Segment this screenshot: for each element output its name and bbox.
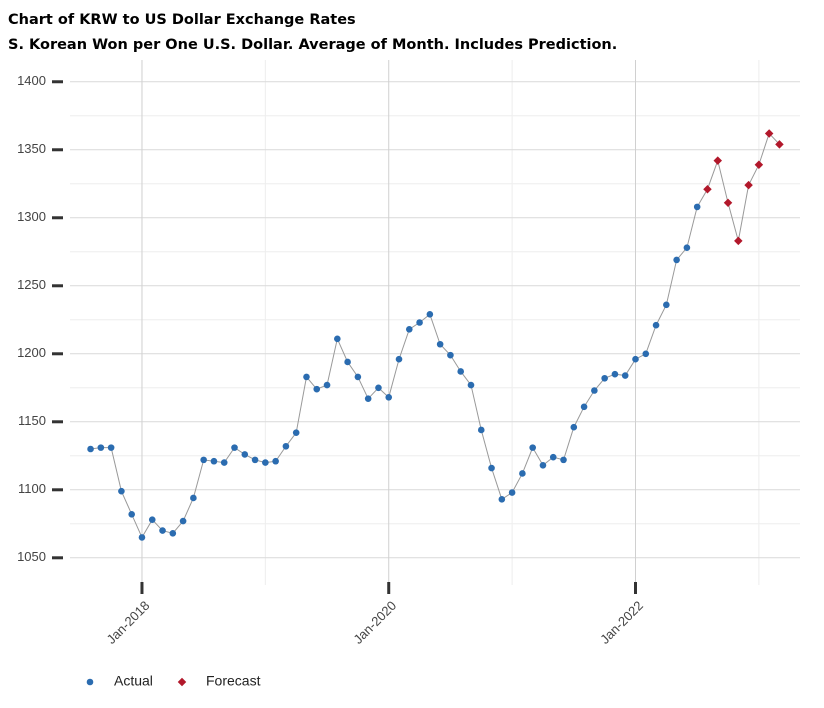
point	[179, 517, 187, 525]
point	[723, 198, 733, 208]
point	[447, 351, 454, 359]
chart-subtitle: S. Korean Won per One U.S. Dollar. Avera…	[8, 37, 617, 53]
point	[539, 462, 547, 469]
point	[375, 384, 382, 392]
point	[642, 350, 650, 358]
point	[313, 385, 321, 393]
point	[652, 321, 660, 329]
y-tick-label: 1050	[17, 549, 46, 564]
point	[210, 457, 218, 465]
point	[734, 236, 743, 246]
legend-label: Forecast	[206, 673, 261, 689]
series-line	[90, 206, 698, 539]
y-tick-label: 1100	[18, 481, 46, 496]
series-line	[706, 132, 780, 242]
point	[703, 184, 712, 194]
point	[498, 496, 506, 503]
point	[200, 456, 207, 464]
legend-swatch	[177, 677, 187, 687]
point	[148, 516, 156, 524]
point	[159, 527, 166, 534]
y-tick-label: 1150	[18, 413, 46, 428]
point	[601, 374, 608, 382]
x-tick-label: Jan-2022	[597, 598, 646, 647]
y-tick-label: 1200	[17, 345, 46, 360]
point	[262, 459, 269, 466]
y-tick-label: 1400	[17, 73, 46, 88]
point	[272, 457, 279, 465]
point	[220, 459, 228, 466]
point	[231, 444, 238, 451]
point	[385, 394, 393, 401]
point	[488, 464, 495, 472]
point	[303, 373, 310, 381]
point	[713, 156, 722, 165]
point	[426, 311, 434, 318]
point	[457, 368, 465, 375]
point	[282, 442, 290, 450]
point	[436, 340, 444, 348]
y-tick-label: 1300	[17, 209, 46, 224]
series-connector	[696, 188, 708, 208]
point	[570, 423, 578, 431]
point	[591, 387, 598, 394]
point	[292, 429, 300, 436]
chart-title: Chart of KRW to US Dollar Exchange Rates	[8, 12, 356, 28]
legend-label: Actual	[114, 673, 153, 689]
point	[693, 203, 701, 211]
point	[683, 244, 691, 251]
point	[190, 494, 197, 502]
point	[663, 301, 670, 309]
point	[580, 403, 588, 411]
point	[477, 426, 485, 434]
point	[241, 451, 249, 458]
point	[138, 534, 146, 541]
point	[107, 444, 115, 451]
point	[529, 444, 536, 451]
point	[251, 456, 259, 464]
point	[97, 444, 105, 451]
x-tick-label: Jan-2018	[104, 598, 153, 647]
point	[354, 373, 362, 381]
point	[549, 453, 557, 461]
point	[334, 335, 341, 343]
point	[364, 395, 372, 402]
point	[519, 470, 526, 477]
point	[467, 381, 475, 389]
point	[673, 256, 680, 264]
point	[344, 358, 351, 366]
legend-swatch	[86, 678, 94, 686]
point	[395, 355, 403, 363]
point	[754, 160, 764, 169]
point	[560, 456, 567, 464]
point	[128, 510, 135, 518]
point	[621, 372, 629, 379]
point	[416, 319, 423, 326]
y-tick-label: 1350	[17, 141, 46, 156]
point	[405, 326, 413, 333]
point	[632, 355, 639, 363]
point	[744, 180, 753, 190]
point	[118, 487, 125, 495]
point	[169, 530, 177, 537]
point	[611, 370, 619, 378]
point	[87, 445, 94, 453]
x-tick-label: Jan-2020	[350, 598, 399, 647]
y-tick-label: 1250	[17, 277, 46, 292]
point	[508, 489, 516, 496]
point	[323, 381, 331, 389]
